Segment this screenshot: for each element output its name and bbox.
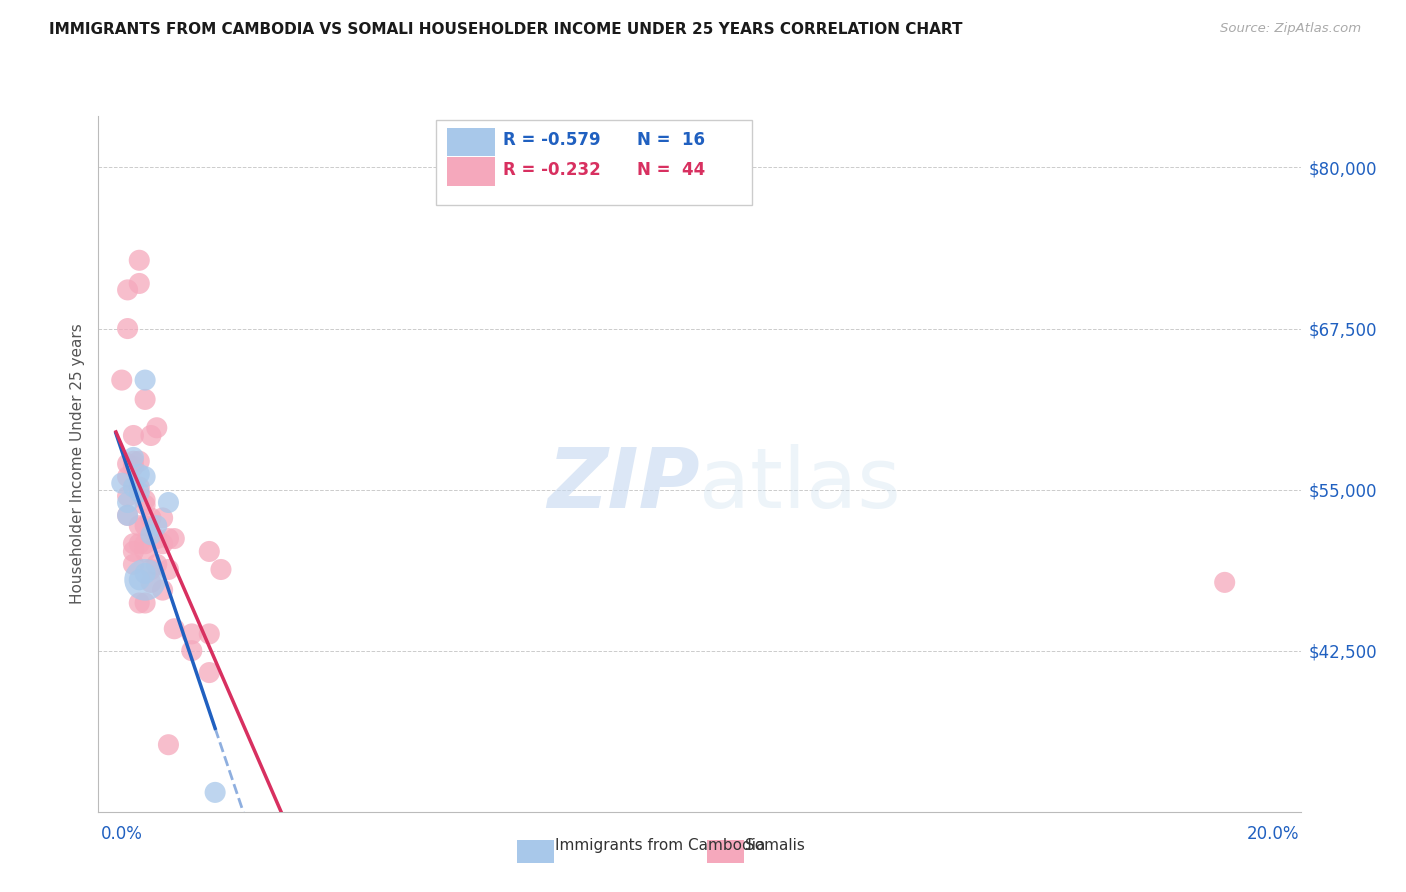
Text: 20.0%: 20.0% bbox=[1247, 825, 1299, 843]
Point bbox=[139, 428, 162, 442]
Text: ZIP: ZIP bbox=[547, 444, 699, 525]
Point bbox=[139, 575, 162, 590]
Point bbox=[111, 373, 134, 387]
Point bbox=[139, 562, 162, 576]
Point bbox=[146, 518, 169, 533]
Point bbox=[128, 518, 150, 533]
Point bbox=[122, 428, 145, 442]
Point bbox=[134, 596, 156, 610]
Point bbox=[128, 573, 150, 587]
Point bbox=[117, 321, 139, 335]
Point bbox=[117, 283, 139, 297]
Point bbox=[152, 537, 174, 551]
Point bbox=[134, 498, 156, 512]
Text: N =  16: N = 16 bbox=[637, 131, 704, 149]
Point bbox=[180, 627, 202, 641]
Point bbox=[122, 480, 145, 494]
Point bbox=[163, 532, 186, 546]
Point bbox=[128, 277, 150, 291]
Point bbox=[122, 454, 145, 468]
Point bbox=[152, 511, 174, 525]
Point bbox=[117, 457, 139, 471]
Point bbox=[157, 495, 180, 509]
Point bbox=[117, 508, 139, 523]
Text: Source: ZipAtlas.com: Source: ZipAtlas.com bbox=[1220, 22, 1361, 36]
Point bbox=[180, 643, 202, 657]
Point bbox=[128, 485, 150, 500]
Point bbox=[134, 469, 156, 483]
Point bbox=[198, 627, 221, 641]
Point bbox=[134, 566, 156, 581]
Point bbox=[134, 392, 156, 407]
Point bbox=[139, 511, 162, 525]
Point bbox=[128, 454, 150, 468]
Point bbox=[117, 495, 139, 509]
Point bbox=[134, 573, 156, 587]
Point bbox=[134, 373, 156, 387]
Text: 0.0%: 0.0% bbox=[101, 825, 143, 843]
Point bbox=[134, 544, 156, 558]
Text: Somalis: Somalis bbox=[745, 838, 806, 853]
Point bbox=[146, 421, 169, 435]
Text: N =  44: N = 44 bbox=[637, 161, 706, 178]
Point bbox=[157, 738, 180, 752]
Point bbox=[134, 518, 156, 533]
Point bbox=[209, 562, 232, 576]
Point bbox=[157, 532, 180, 546]
Y-axis label: Householder Income Under 25 years: Householder Income Under 25 years bbox=[69, 324, 84, 604]
Point bbox=[122, 544, 145, 558]
Point bbox=[157, 562, 180, 576]
Point bbox=[122, 459, 145, 474]
Point bbox=[152, 583, 174, 598]
Point bbox=[146, 532, 169, 546]
Point bbox=[198, 665, 221, 680]
Point bbox=[128, 467, 150, 482]
Point bbox=[122, 537, 145, 551]
Point bbox=[198, 544, 221, 558]
Point bbox=[134, 537, 156, 551]
Point bbox=[146, 558, 169, 572]
Point bbox=[204, 785, 226, 799]
Point bbox=[122, 450, 145, 465]
Text: Immigrants from Cambodia: Immigrants from Cambodia bbox=[555, 838, 766, 853]
Point bbox=[122, 558, 145, 572]
Text: R = -0.579: R = -0.579 bbox=[503, 131, 600, 149]
Point bbox=[128, 596, 150, 610]
Point bbox=[128, 253, 150, 268]
Point bbox=[1213, 575, 1236, 590]
Point bbox=[111, 476, 134, 491]
Point bbox=[128, 480, 150, 494]
Point bbox=[163, 622, 186, 636]
Point bbox=[117, 489, 139, 503]
Point bbox=[128, 537, 150, 551]
Text: IMMIGRANTS FROM CAMBODIA VS SOMALI HOUSEHOLDER INCOME UNDER 25 YEARS CORRELATION: IMMIGRANTS FROM CAMBODIA VS SOMALI HOUSE… bbox=[49, 22, 963, 37]
Point bbox=[117, 508, 139, 523]
Point bbox=[117, 469, 139, 483]
Text: atlas: atlas bbox=[699, 444, 901, 525]
Point bbox=[139, 527, 162, 541]
Text: R = -0.232: R = -0.232 bbox=[503, 161, 602, 178]
Point bbox=[134, 492, 156, 507]
